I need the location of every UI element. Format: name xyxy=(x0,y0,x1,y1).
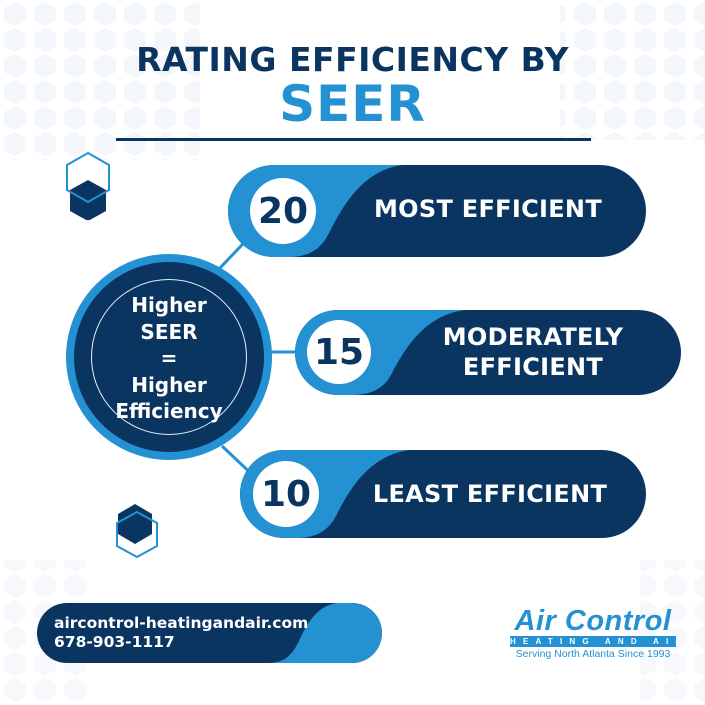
logo-tagline: Serving North Atlanta Since 1993 xyxy=(515,648,671,660)
rating-pill-moderately-efficient: 15 MODERATELY EFFICIENT xyxy=(295,310,681,395)
hub-inner-ring xyxy=(91,279,247,435)
rating-value-badge: 15 xyxy=(307,320,371,384)
hub-line: Efficiency xyxy=(115,399,223,423)
website-link[interactable]: aircontrol-heatingandair.com xyxy=(54,614,309,632)
rating-label: LEAST EFFICIENT xyxy=(340,479,640,509)
rating-pill-least-efficient: 10 LEAST EFFICIENT xyxy=(240,450,646,538)
hub-line: SEER xyxy=(140,319,198,344)
seer-hub-circle: Higher SEER = Higher Efficiency xyxy=(66,254,272,460)
title-divider xyxy=(116,138,591,141)
hub-line: = xyxy=(160,346,178,370)
page-title-highlight: SEER xyxy=(279,75,426,133)
company-logo: Air Control HEATING AND AIR Serving Nort… xyxy=(508,607,678,660)
hub-line: Higher xyxy=(131,372,207,397)
contact-info-pill: aircontrol-heatingandair.com 678-903-111… xyxy=(37,603,382,663)
hub-text: Higher SEER = Higher Efficiency xyxy=(74,292,264,425)
contact-text: aircontrol-heatingandair.com 678-903-111… xyxy=(54,614,308,652)
hexagon-icon xyxy=(116,504,158,559)
rating-label: MODERATELY EFFICIENT xyxy=(393,322,673,382)
rating-label: MOST EFFICIENT xyxy=(338,194,638,224)
logo-name: Air Control xyxy=(514,605,672,637)
rating-value-badge: 20 xyxy=(250,178,316,244)
hexagon-icon xyxy=(66,151,110,220)
contact-accent-sweep xyxy=(267,603,382,663)
page-title: RATING EFFICIENCY BY xyxy=(136,40,569,79)
rating-label-line: MOST EFFICIENT xyxy=(373,195,602,223)
hub-line: Higher xyxy=(131,293,207,317)
logo-subtitle: HEATING AND AIR xyxy=(510,636,676,647)
rating-label-line: MODERATELY xyxy=(442,323,624,351)
phone-number[interactable]: 678-903-1117 xyxy=(54,633,175,651)
rating-label-line: LEAST EFFICIENT xyxy=(372,480,608,508)
rating-label-line: EFFICIENT xyxy=(462,353,604,381)
rating-value-badge: 10 xyxy=(253,461,319,527)
rating-pill-most-efficient: 20 MOST EFFICIENT xyxy=(228,165,646,257)
